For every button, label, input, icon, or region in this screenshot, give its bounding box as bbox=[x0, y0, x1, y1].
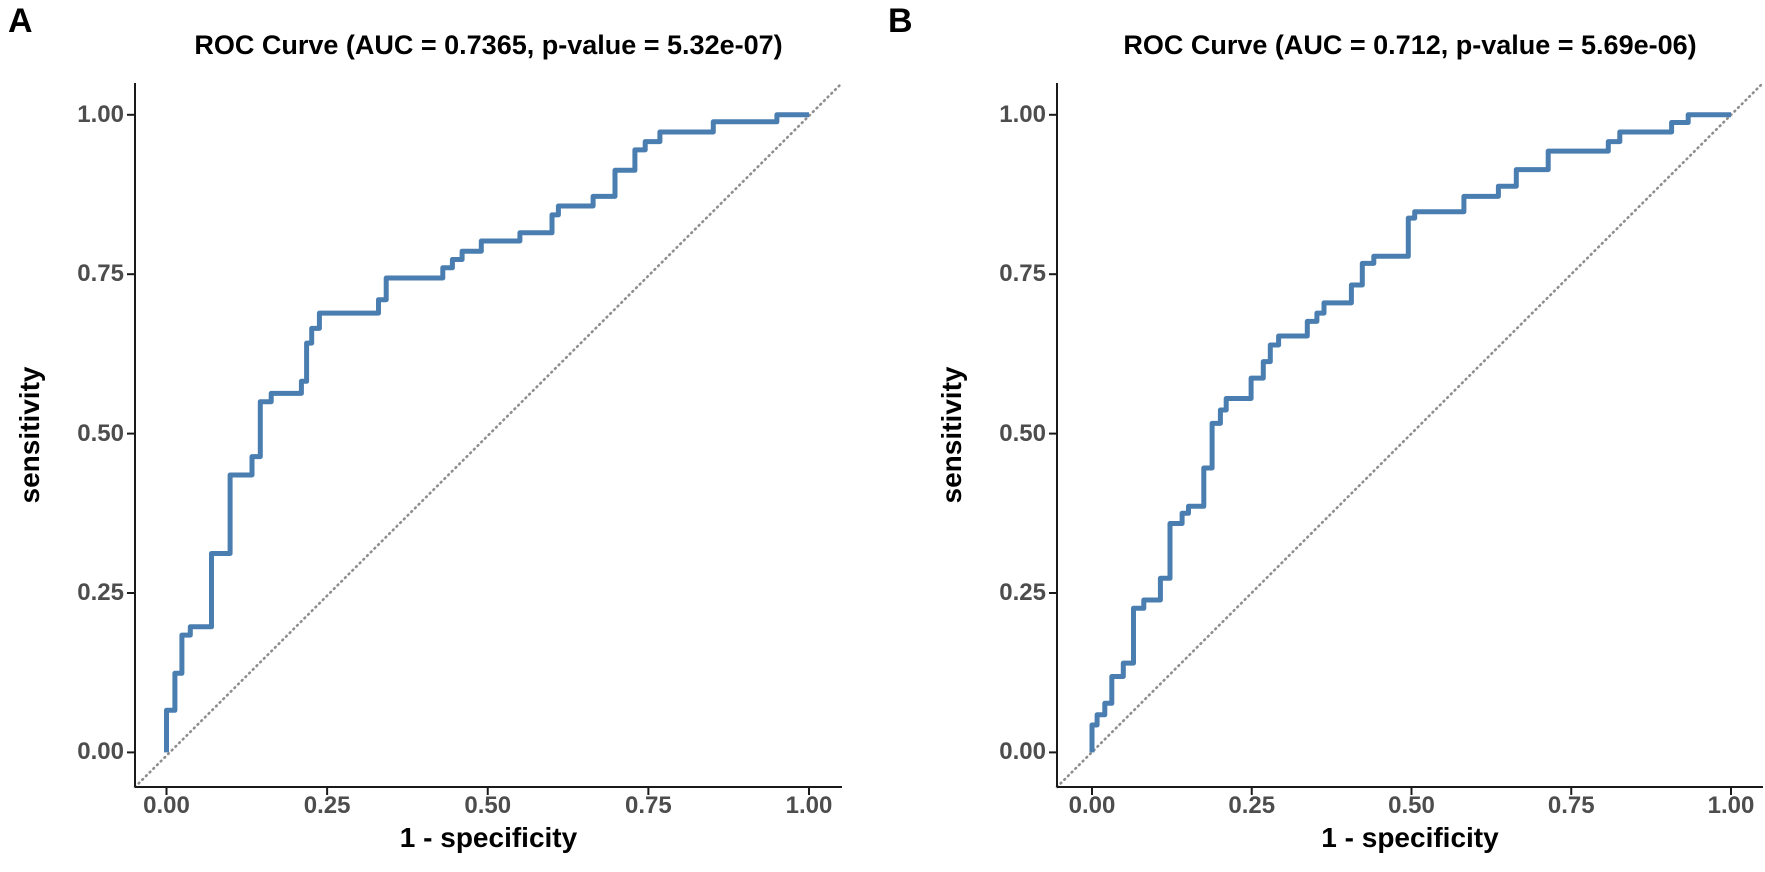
panel-a-letter: A bbox=[8, 2, 33, 40]
chance-diagonal-line bbox=[1055, 81, 1765, 789]
y-tick-label: 0.00 bbox=[77, 738, 124, 766]
panel-b-title: ROC Curve (AUC = 0.712, p-value = 5.69e-… bbox=[1123, 30, 1697, 60]
y-tick-label: 0.75 bbox=[77, 260, 124, 288]
panel-a-x-axis-title: 1 - specificity bbox=[399, 822, 578, 853]
y-tick-label: 0.25 bbox=[999, 579, 1046, 606]
y-tick-label: 1.00 bbox=[999, 100, 1046, 128]
x-tick-label: 1.00 bbox=[1707, 792, 1755, 819]
x-tick-label: 0.50 bbox=[1388, 792, 1435, 819]
x-tick-label: 0.25 bbox=[1228, 792, 1276, 819]
x-tick-label: 0.25 bbox=[303, 792, 351, 819]
panel-b-y-axis-title: sensitivity bbox=[936, 366, 967, 504]
roc-curve-path bbox=[164, 112, 809, 753]
panel-a-title: ROC Curve (AUC = 0.7365, p-value = 5.32e… bbox=[194, 30, 783, 60]
x-tick-label: 0.75 bbox=[625, 792, 672, 819]
y-tick-label: 0.75 bbox=[999, 260, 1046, 288]
y-tick-label: 1.00 bbox=[77, 100, 124, 128]
y-tick-label: 0.50 bbox=[999, 419, 1046, 447]
panel-a-y-axis-title: sensitivity bbox=[14, 366, 45, 504]
x-tick-label: 0.00 bbox=[143, 792, 190, 819]
y-tick-label: 0.50 bbox=[77, 419, 124, 447]
panel-b-letter: B bbox=[888, 2, 913, 40]
y-tick-label: 0.25 bbox=[77, 579, 124, 606]
y-tick-label: 0.00 bbox=[999, 738, 1046, 766]
x-tick-label: 0.75 bbox=[1547, 792, 1595, 819]
roc-curve-path bbox=[1089, 112, 1731, 753]
x-tick-label: 1.00 bbox=[785, 792, 833, 819]
chance-diagonal-line bbox=[133, 81, 844, 789]
x-tick-label: 0.50 bbox=[464, 792, 512, 819]
panel-b-x-axis-title: 1 - specificity bbox=[1321, 822, 1499, 853]
x-tick-label: 0.00 bbox=[1068, 792, 1116, 819]
